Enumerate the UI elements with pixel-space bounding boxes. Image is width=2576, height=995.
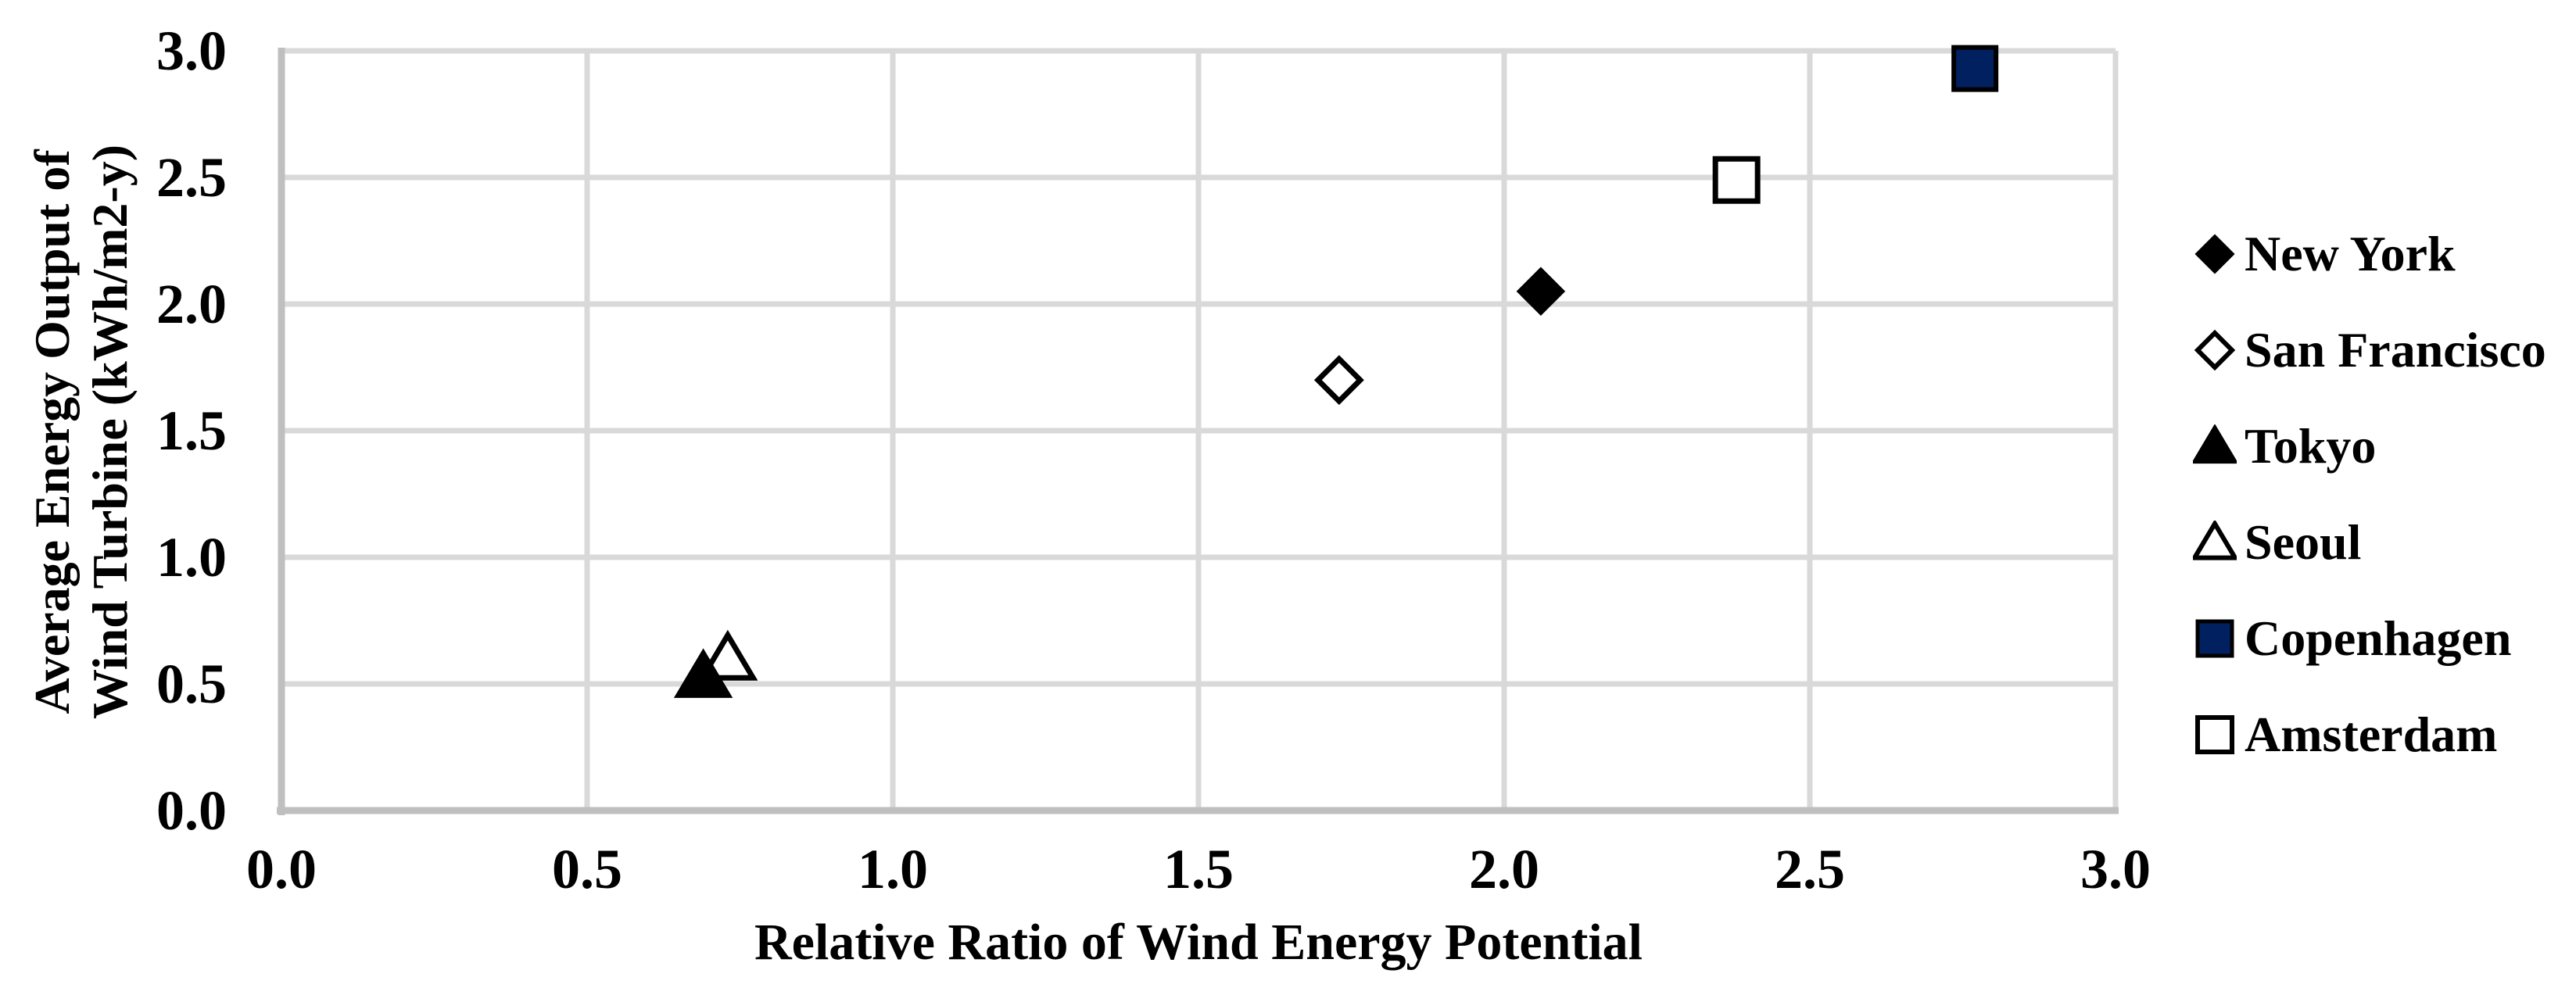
data-point-tokyo — [673, 648, 733, 698]
data-point-copenhagen — [1951, 45, 1999, 92]
x-tick-label: 0.0 — [246, 838, 317, 900]
x-axis-title: Relative Ratio of Wind Energy Potential — [754, 914, 1643, 971]
data-point-new-york — [1516, 267, 1566, 317]
tokyo-marker-icon — [2193, 424, 2237, 464]
amsterdam-marker-icon — [2195, 715, 2234, 754]
y-tick-label: 0.5 — [156, 653, 227, 715]
x-tick-label: 2.0 — [1469, 838, 1539, 900]
legend-label: Tokyo — [2245, 418, 2377, 474]
legend-item-seoul: Seoul — [2193, 513, 2546, 572]
y-tick-label: 2.5 — [156, 146, 227, 209]
legend-label: New York — [2245, 226, 2456, 281]
new-york-marker-icon — [2194, 234, 2235, 274]
legend-label: Seoul — [2245, 514, 2362, 570]
legend-label: Amsterdam — [2245, 707, 2498, 762]
data-point-san-francisco — [1313, 355, 1364, 406]
seoul-marker-icon — [2193, 521, 2237, 560]
y-tick-label: 3.0 — [156, 20, 227, 82]
x-tick-label: 2.5 — [1775, 838, 1845, 900]
legend-label: Copenhagen — [2245, 610, 2512, 666]
legend: New York San Francisco Tokyo Seoul Copenhage… — [2193, 224, 2546, 801]
y-tick-label: 1.5 — [156, 399, 227, 462]
copenhagen-marker-icon — [2195, 619, 2234, 658]
x-tick-label: 1.5 — [1163, 838, 1234, 900]
y-tick-label: 1.0 — [156, 526, 227, 589]
san-francisco-marker-icon — [2194, 329, 2236, 371]
x-tick-label: 1.0 — [858, 838, 928, 900]
legend-label: San Francisco — [2245, 322, 2546, 378]
legend-item-copenhagen: Copenhagen — [2193, 609, 2546, 668]
legend-item-san-francisco: San Francisco — [2193, 320, 2546, 380]
legend-item-tokyo: Tokyo — [2193, 417, 2546, 476]
legend-item-amsterdam: Amsterdam — [2193, 705, 2546, 764]
data-point-seoul — [697, 629, 758, 681]
y-tick-label: 0.0 — [156, 779, 227, 842]
y-tick-label: 2.0 — [156, 273, 227, 335]
data-point-amsterdam — [1712, 156, 1761, 204]
x-tick-label: 3.0 — [2080, 838, 2151, 900]
legend-item-new-york: New York — [2193, 224, 2546, 284]
x-tick-label: 0.5 — [552, 838, 622, 900]
